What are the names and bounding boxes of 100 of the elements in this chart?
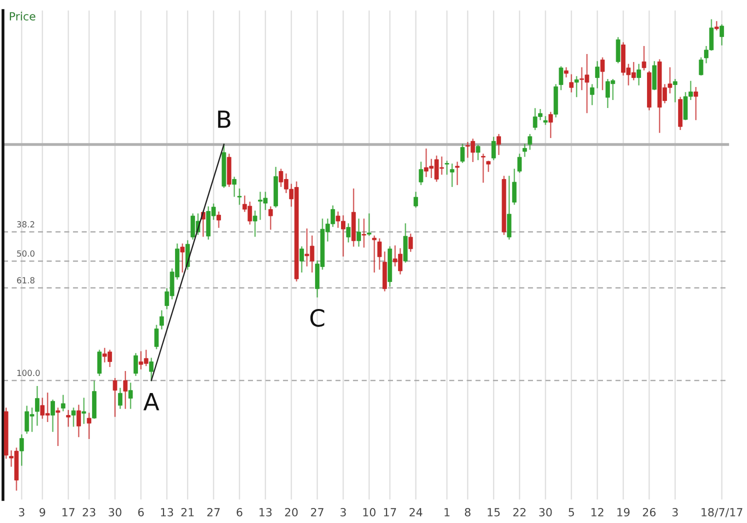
x-tick-label: 3 xyxy=(672,508,678,516)
x-tick-label: 24 xyxy=(410,508,422,516)
x-tick-label: 19 xyxy=(617,508,630,516)
candlestick xyxy=(590,84,594,106)
x-tick-label: 1 xyxy=(444,508,450,516)
annotation: 61.8 xyxy=(17,277,34,284)
x-tick-label: 9 xyxy=(40,508,46,516)
candlestick xyxy=(574,76,579,98)
x-tick-label: 26 xyxy=(642,508,656,516)
candlestick xyxy=(50,400,55,432)
chart-title: Price xyxy=(10,12,36,21)
candlestick xyxy=(450,164,454,187)
candlestick xyxy=(346,223,351,242)
x-tick-label: 23 xyxy=(82,508,96,516)
candlestick xyxy=(180,244,185,273)
candlestick xyxy=(652,61,657,90)
candlestick xyxy=(123,370,128,409)
candlestick xyxy=(491,136,496,160)
candlestick xyxy=(300,246,304,273)
candlestick xyxy=(66,410,71,427)
candlestick xyxy=(19,434,24,466)
candlestick xyxy=(86,412,92,439)
candlestick xyxy=(636,64,642,86)
x-tick-label: 18/7/17 xyxy=(702,508,742,518)
candlestick xyxy=(616,37,620,64)
x-tick-label: 3 xyxy=(18,508,24,516)
candlestick xyxy=(112,378,118,417)
candlestick xyxy=(252,210,258,237)
candlestick xyxy=(569,74,574,92)
x-tick-label: 12 xyxy=(591,508,604,516)
candlestick xyxy=(160,310,164,330)
candlestick xyxy=(408,234,413,252)
annotation: B xyxy=(218,110,230,128)
candlestick xyxy=(237,188,242,205)
candlestick xyxy=(720,24,724,46)
candlestick xyxy=(558,66,564,90)
x-tick-label: 3 xyxy=(340,508,346,516)
annotation: 50.0 xyxy=(17,250,34,257)
candlestick xyxy=(455,162,460,186)
candlestick xyxy=(35,386,40,426)
candlestick xyxy=(268,206,273,230)
x-tick-label: 30 xyxy=(108,508,122,516)
candlestick xyxy=(528,134,532,150)
x-tick-label: 13 xyxy=(161,508,174,516)
candlestick xyxy=(82,398,86,424)
candlestick xyxy=(118,388,122,409)
candlestick xyxy=(512,168,517,205)
candlestick xyxy=(444,160,450,175)
candlestick xyxy=(414,192,418,208)
candlestick xyxy=(97,350,102,376)
candlestick xyxy=(460,144,465,163)
candlestick xyxy=(476,144,480,160)
annotation: A xyxy=(143,392,160,410)
x-tick-label: 6 xyxy=(138,508,144,516)
candlestick xyxy=(134,353,138,376)
candlestick xyxy=(149,358,154,382)
candlestick xyxy=(672,78,678,102)
candlestick xyxy=(548,112,553,138)
x-tick-label: 6 xyxy=(236,508,242,516)
x-tick-label: 15 xyxy=(488,508,500,516)
x-tick-label: 8 xyxy=(464,508,470,516)
annotation: 100.0 xyxy=(17,370,40,376)
candlestick xyxy=(698,57,704,76)
candlestick xyxy=(56,408,60,446)
candlestick xyxy=(642,46,646,70)
candlestick xyxy=(564,67,568,78)
candlestick xyxy=(496,134,501,155)
candlestick xyxy=(377,238,382,270)
x-tick-label: 17 xyxy=(384,508,396,516)
candlestick xyxy=(356,218,361,247)
x-tick-label: 22 xyxy=(513,508,526,516)
candlestick xyxy=(600,57,605,90)
x-tick-label: 10 xyxy=(363,508,376,516)
annotation: 38.2 xyxy=(17,221,34,228)
candlestick xyxy=(486,160,491,172)
candlestick xyxy=(154,324,159,350)
candlestick xyxy=(60,394,66,412)
candlestick xyxy=(481,154,486,183)
x-tick-label: 21 xyxy=(181,508,194,516)
x-tick-label: 5 xyxy=(568,508,574,516)
x-tick-label: 27 xyxy=(311,508,324,516)
candlestick xyxy=(128,382,133,409)
candlestick xyxy=(517,154,522,173)
candlestick xyxy=(372,236,377,273)
annotation: C xyxy=(310,308,324,327)
candlestick xyxy=(595,61,600,88)
candlestick xyxy=(366,213,372,236)
x-tick-label: 17 xyxy=(62,508,74,516)
x-tick-label: 20 xyxy=(285,508,298,516)
candlestick xyxy=(506,176,512,240)
candlestick xyxy=(76,404,81,438)
candlestick xyxy=(216,212,221,228)
x-tick-label: 30 xyxy=(539,508,552,516)
x-tick-label: 27 xyxy=(207,508,220,516)
candlestick xyxy=(362,218,366,248)
candlestick xyxy=(522,144,527,157)
x-tick-label: 13 xyxy=(260,508,272,516)
candlestick xyxy=(418,162,424,186)
candlestick xyxy=(71,408,76,427)
candlestick xyxy=(232,176,236,197)
